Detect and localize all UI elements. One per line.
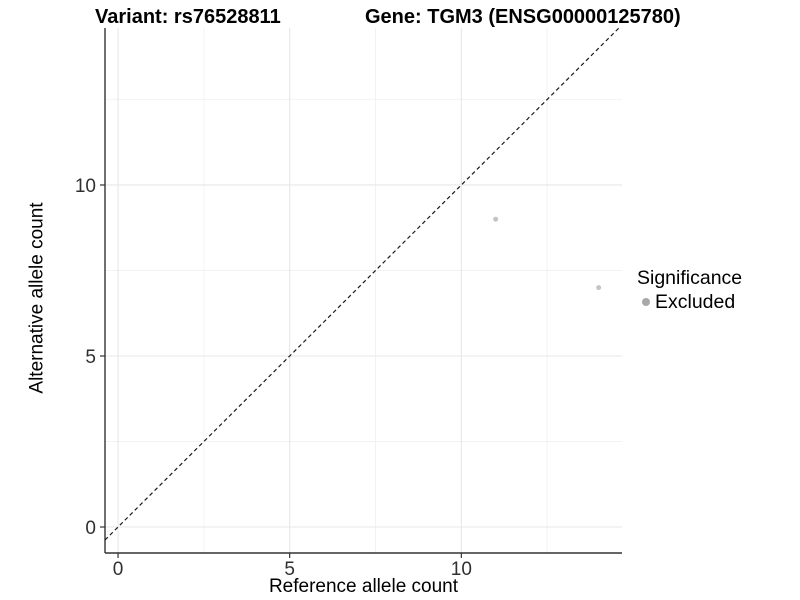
x-tick-label: 0 bbox=[113, 559, 124, 580]
y-axis-title: Alternative allele count bbox=[26, 202, 48, 394]
tick-labels: 0 5 10 0 5 10 bbox=[75, 176, 472, 580]
y-tick-label: 5 bbox=[85, 347, 96, 368]
x-tick-label: 10 bbox=[451, 559, 472, 580]
grid-major-lines bbox=[105, 28, 622, 553]
data-point bbox=[596, 285, 602, 291]
data-points bbox=[493, 216, 602, 291]
identity-dashed-line bbox=[104, 27, 620, 541]
grid-minor-lines bbox=[105, 28, 622, 553]
legend-title: Significance bbox=[637, 267, 743, 289]
y-tick-label: 0 bbox=[85, 518, 96, 539]
x-tick-label: 5 bbox=[284, 559, 295, 580]
y-tick-label: 10 bbox=[75, 176, 96, 197]
legend-item-label: Excluded bbox=[655, 290, 736, 313]
data-point bbox=[493, 216, 499, 222]
legend: Significance Excluded bbox=[637, 267, 743, 313]
variant-title: Variant: rs76528811 bbox=[95, 6, 281, 28]
legend-item-excluded: Excluded bbox=[637, 290, 742, 313]
identity-line bbox=[104, 27, 620, 541]
legend-point-icon bbox=[642, 298, 650, 307]
tick-marks bbox=[100, 184, 462, 558]
x-axis-title: Reference allele count bbox=[268, 576, 459, 597]
gene-title: Gene: TGM3 (ENSG00000125780) bbox=[365, 6, 681, 28]
axis-lines bbox=[104, 28, 622, 554]
